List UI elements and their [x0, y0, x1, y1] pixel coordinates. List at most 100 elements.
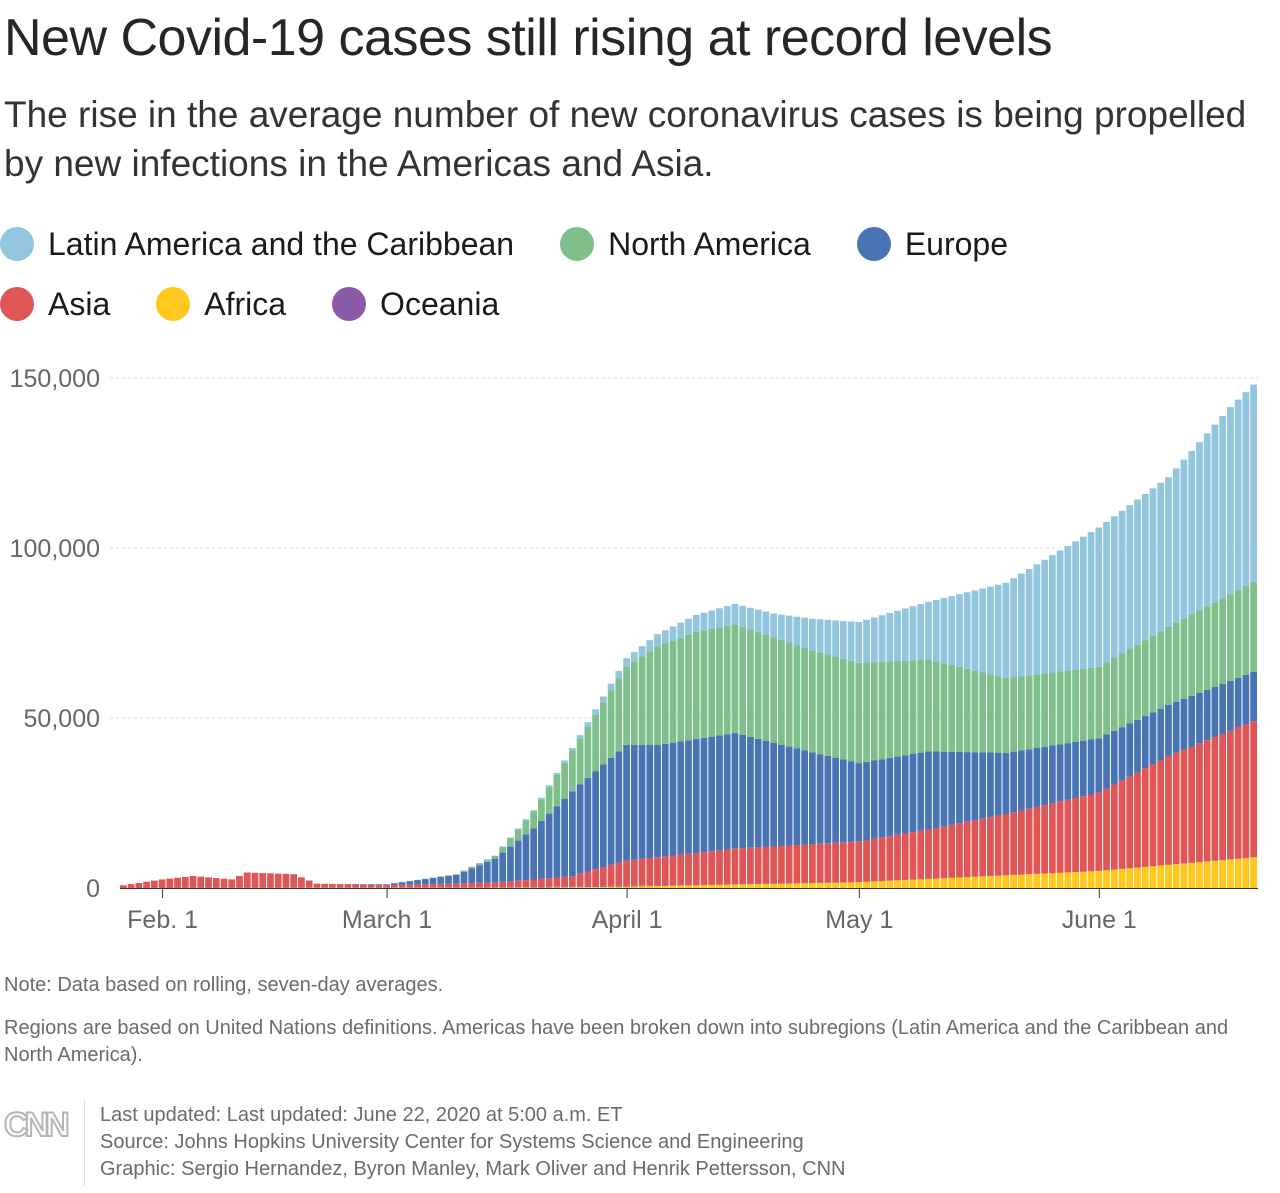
bar-segment-europe [692, 739, 700, 853]
bar-segment-north-america [538, 799, 545, 822]
y-tick-label: 100,000 [10, 535, 100, 563]
bar-segment-europe [723, 734, 731, 850]
bar-segment-africa [1087, 871, 1095, 888]
bar-segment-africa [956, 877, 963, 888]
bar-segment-latin-america-and-the-caribbean [708, 610, 716, 629]
bar-segment-latin-america-and-the-caribbean [1126, 505, 1134, 650]
bar-segment-asia [421, 884, 429, 888]
bar-segment-north-america [739, 626, 747, 736]
legend-label-asia: Asia [48, 285, 111, 322]
bar-segment-asia [994, 815, 1002, 876]
bar-segment-europe [1172, 701, 1180, 753]
bar-segment-latin-america-and-the-caribbean [747, 607, 754, 630]
bar-segment-asia [305, 880, 313, 888]
bar-segment-oceania [630, 885, 638, 887]
bar-segment-africa [1025, 874, 1033, 888]
legend-label-north-america: North America [608, 225, 811, 262]
bar-segment-europe [1165, 704, 1172, 756]
bar-segment-north-america [723, 625, 731, 735]
bar-segment-asia [212, 878, 220, 888]
bar-segment-africa [545, 887, 553, 888]
bar-segment-north-america [545, 787, 553, 814]
bar-segment-europe [437, 877, 445, 884]
bar-segment-africa [692, 885, 700, 888]
bar-segment-asia [1188, 746, 1196, 863]
bar-segment-asia [1118, 780, 1126, 869]
bar-segment-latin-america-and-the-caribbean [909, 606, 917, 661]
bar-segment-europe [1025, 749, 1033, 809]
bar-segment-africa [855, 882, 863, 888]
bar-segment-latin-america-and-the-caribbean [592, 709, 599, 715]
bar-segment-africa [576, 887, 584, 888]
bar-segment-asia [390, 885, 398, 888]
bar-segment-africa [700, 885, 708, 888]
bars [120, 384, 1257, 888]
bar-segment-asia [1219, 733, 1227, 860]
bar-segment-africa [1110, 869, 1118, 888]
bar-segment-europe [530, 828, 538, 880]
bar-segment-europe [383, 884, 390, 886]
bar-segment-asia [174, 877, 181, 888]
bar-segment-latin-america-and-the-caribbean [832, 620, 839, 657]
bar-segment-africa [870, 881, 878, 888]
bar-segment-asia [1079, 796, 1087, 872]
bar-segment-africa [886, 880, 894, 888]
bar-segment-africa [1242, 858, 1250, 888]
bar-segment-latin-america-and-the-caribbean [863, 619, 870, 663]
bar-segment-europe [1134, 719, 1141, 773]
bar-segment-latin-america-and-the-caribbean [1165, 477, 1172, 627]
bar-segment-asia [677, 854, 685, 886]
bar-segment-asia [747, 847, 754, 885]
bar-segment-north-america [1002, 678, 1010, 753]
bar-segment-europe [1157, 708, 1165, 761]
bar-segment-asia [1064, 799, 1072, 873]
bar-segment-asia [135, 882, 143, 888]
bar-segment-north-america [561, 762, 569, 799]
bar-segment-north-america [917, 659, 925, 753]
bar-segment-europe [375, 884, 383, 886]
bar-segment-europe [1072, 741, 1079, 799]
bar-segment-north-america [1172, 622, 1180, 702]
bar-segment-north-america [894, 661, 901, 757]
bar-segment-latin-america-and-the-caribbean [1219, 415, 1227, 599]
bar-segment-latin-america-and-the-caribbean [987, 586, 994, 675]
bar-segment-africa [1234, 858, 1242, 888]
bar-segment-africa [1211, 860, 1219, 888]
bar-segment-north-america [1149, 635, 1157, 713]
bar-segment-europe [917, 752, 925, 831]
bar-segment-asia [414, 884, 421, 888]
bar-segment-europe [963, 752, 971, 822]
bar-segment-asia [143, 881, 150, 888]
bar-segment-europe [1087, 739, 1095, 795]
bar-segment-africa [901, 880, 909, 888]
bar-segment-asia [1196, 743, 1203, 863]
bar-segment-africa [878, 881, 886, 888]
bar-segment-africa [963, 877, 971, 888]
bar-segment-africa [1126, 868, 1134, 888]
bar-segment-europe [1250, 671, 1257, 722]
bar-segment-latin-america-and-the-caribbean [654, 634, 661, 647]
bar-segment-europe [414, 880, 421, 885]
bar-segment-africa [894, 880, 901, 888]
bar-segment-asia [1149, 764, 1157, 867]
bar-segment-north-america [530, 811, 538, 829]
bar-segment-asia [267, 873, 274, 888]
bar-segment-africa [948, 877, 956, 888]
x-tick-label: April 1 [592, 906, 663, 934]
bar-segment-africa [1149, 866, 1157, 888]
bar-segment-asia [1165, 755, 1172, 865]
bar-segment-africa [1010, 874, 1018, 888]
bar-segment-africa [1079, 871, 1087, 888]
bar-segment-latin-america-and-the-caribbean [545, 785, 553, 788]
stacked-bar-chart: 0 50,000 100,000 150,000 Feb. 1 March 1 April … [10, 365, 1258, 934]
x-tick-label: March 1 [342, 906, 432, 934]
bar-segment-africa [669, 885, 677, 888]
bar-segment-latin-america-and-the-caribbean [1103, 521, 1110, 663]
legend: Latin America and the Caribbean North Am… [0, 214, 1200, 334]
bar-segment-africa [808, 883, 816, 888]
bar-segment-asia [181, 876, 189, 888]
bar-segment-europe [483, 861, 491, 883]
bar-segment-north-america [824, 654, 832, 756]
bar-segment-north-america [925, 659, 932, 752]
bar-segment-latin-america-and-the-caribbean [847, 621, 855, 661]
